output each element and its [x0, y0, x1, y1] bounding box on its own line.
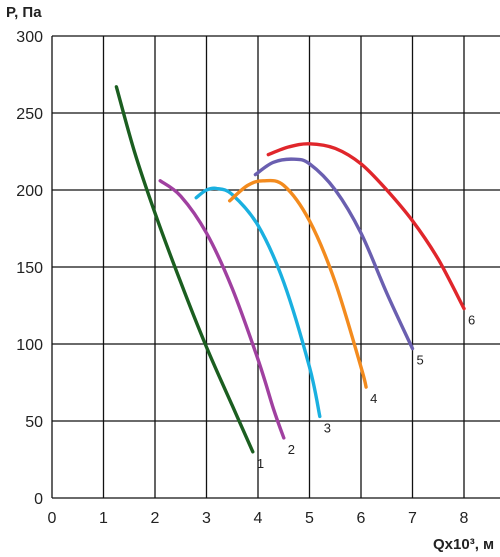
x-tick-label: 6	[357, 510, 366, 527]
x-tick-label: 4	[254, 510, 263, 527]
curve-label-4: 4	[370, 391, 377, 406]
x-tick-label: 2	[151, 510, 160, 527]
x-tick-label: 8	[460, 510, 469, 527]
curve-label-3: 3	[324, 420, 331, 435]
curve-3	[194, 186, 322, 419]
curve-2	[158, 179, 286, 440]
y-axis-title: P, Па	[6, 4, 42, 21]
y-tick-label: 50	[25, 414, 43, 431]
y-tick-label: 300	[16, 29, 43, 46]
curve-label-5: 5	[417, 353, 424, 368]
curve-label-1: 1	[257, 456, 264, 471]
y-tick-label: 150	[16, 260, 43, 277]
y-tick-label: 0	[34, 491, 43, 508]
x-tick-label: 7	[408, 510, 417, 527]
grid	[51, 35, 500, 499]
x-tick-label: 5	[305, 510, 314, 527]
curve-labels: 1 2 3 4 5 6	[257, 313, 475, 471]
x-axis-title: Qx10³, м	[433, 536, 494, 553]
x-tick-label: 1	[99, 510, 108, 527]
y-axis-ticks: 0 50 100 150 200 250 300	[16, 29, 43, 508]
y-tick-label: 250	[16, 106, 43, 123]
curve-4	[228, 178, 368, 389]
curve-label-2: 2	[288, 442, 295, 457]
curves	[114, 85, 466, 454]
curve-6	[266, 142, 466, 311]
curve-label-6: 6	[468, 313, 475, 328]
curve-1	[114, 85, 255, 454]
x-axis-ticks: 0 1 2 3 4 5 6 7 8	[48, 510, 469, 527]
curve-5	[253, 157, 415, 351]
x-tick-label: 0	[48, 510, 57, 527]
y-tick-label: 200	[16, 183, 43, 200]
x-tick-label: 3	[202, 510, 211, 527]
y-tick-label: 100	[16, 337, 43, 354]
